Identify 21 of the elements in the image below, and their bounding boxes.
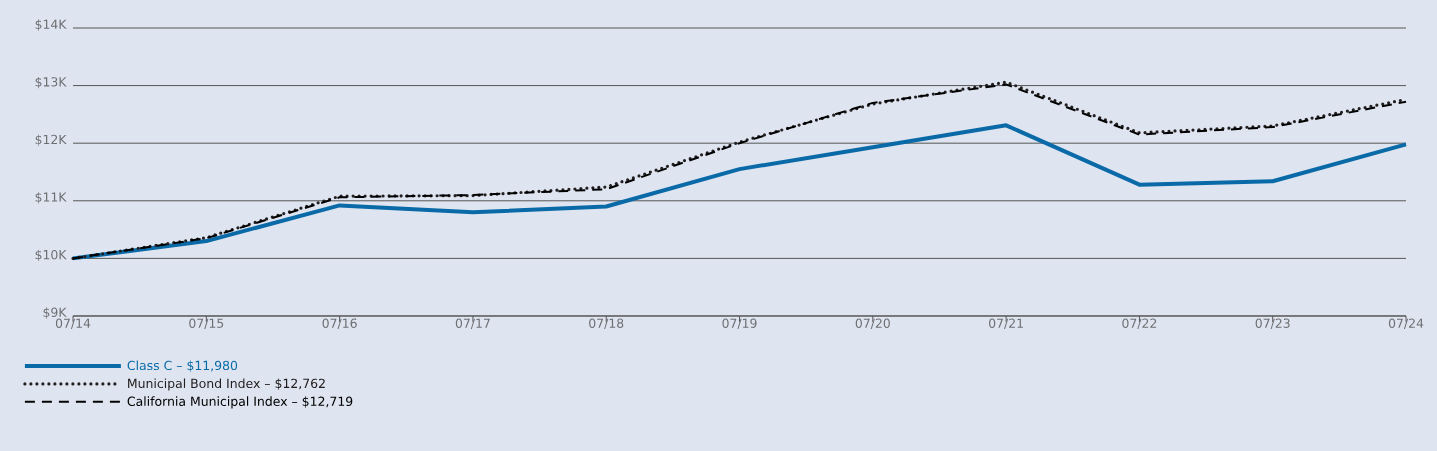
x-tick-label: 07/21	[989, 318, 1023, 329]
text: Municipal Bond Index – $12,762	[128, 378, 325, 391]
text: Class C – $11,980	[127, 360, 238, 372]
x-tick-label: 07/18	[589, 318, 624, 329]
line-series	[71, 123, 1409, 261]
y-tick-label: $10K	[35, 249, 67, 262]
text: California Municipal Index – $12,719	[127, 396, 353, 409]
x-tick-label: 07/16	[322, 318, 357, 329]
x-tick-label: 07/14	[55, 318, 91, 329]
y-tick-label: $11K	[35, 192, 67, 204]
y-tick-label: $9K	[43, 307, 67, 319]
x-tick-label: 07/22	[1122, 318, 1157, 329]
y-tick-label: $13K	[35, 76, 67, 89]
y-tick-label: $14K	[35, 19, 67, 31]
x-tick-label: 07/15	[189, 318, 224, 329]
y-tick-label: $12K	[35, 134, 67, 146]
x-tick-label: 07/17	[455, 318, 490, 329]
x-tick-label: 07/24	[1388, 318, 1424, 329]
x-tick-label: 07/19	[722, 318, 757, 329]
x-tick-label: 07/23	[1255, 318, 1290, 329]
x-tick-label: 07/20	[855, 318, 890, 329]
